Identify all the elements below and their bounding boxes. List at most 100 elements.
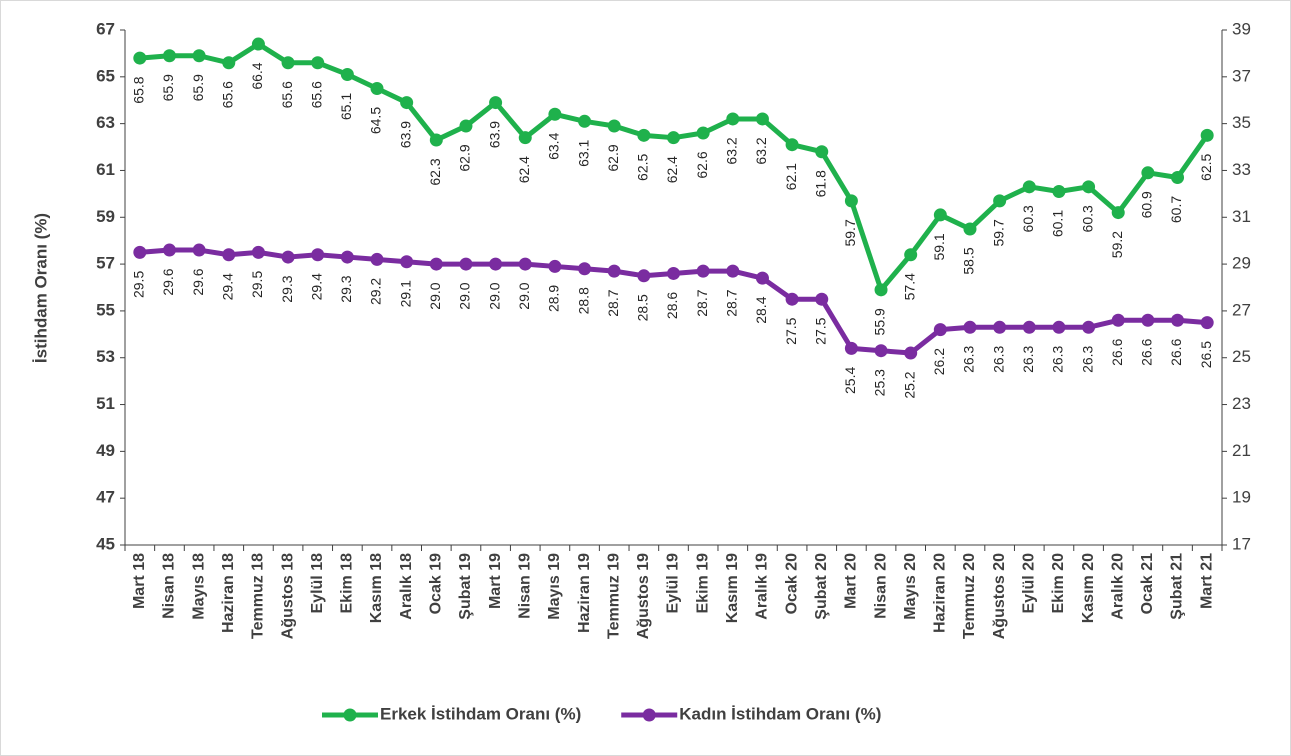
x-tick-label: Temmuz 19 xyxy=(605,553,622,639)
value-label: 29.0 xyxy=(486,282,502,309)
x-tick-label: Aralık 18 xyxy=(398,553,415,620)
value-label: 62.9 xyxy=(605,144,621,171)
point xyxy=(340,67,354,81)
x-tick-label: Temmuz 20 xyxy=(961,553,978,639)
y-tick-label: 63 xyxy=(96,113,115,132)
point xyxy=(578,262,592,276)
value-label: 28.4 xyxy=(753,296,769,323)
x-tick-label: Haziran 20 xyxy=(932,553,949,633)
legend-label: Erkek İstihdam Oranı (%) xyxy=(380,704,581,723)
value-label: 62.4 xyxy=(516,156,532,183)
point xyxy=(933,208,947,222)
value-label: 62.3 xyxy=(427,158,443,185)
point xyxy=(222,248,236,262)
y2-tick-label: 39 xyxy=(1232,19,1251,38)
point xyxy=(251,245,265,259)
point xyxy=(1052,185,1066,199)
value-label: 28.9 xyxy=(546,285,562,312)
point xyxy=(815,145,829,159)
x-tick-label: Ekim 20 xyxy=(1050,553,1067,614)
x-tick-label: Mayıs 20 xyxy=(902,553,919,620)
value-label: 63.2 xyxy=(724,137,740,164)
point xyxy=(489,257,503,271)
x-tick-label: Aralık 19 xyxy=(754,553,771,620)
point xyxy=(1111,313,1125,327)
x-tick-label: Kasım 18 xyxy=(368,553,385,623)
point xyxy=(785,138,799,152)
x-tick-label: Aralık 20 xyxy=(1109,553,1126,620)
legend-label: Kadın İstihdam Oranı (%) xyxy=(679,704,881,723)
x-tick-label: Şubat 19 xyxy=(457,553,474,620)
point xyxy=(607,119,621,133)
value-label: 59.1 xyxy=(931,233,947,260)
point xyxy=(192,243,206,257)
value-label: 26.6 xyxy=(1139,338,1155,365)
value-label: 55.9 xyxy=(872,308,888,335)
point xyxy=(1052,320,1066,334)
value-label: 62.5 xyxy=(635,154,651,181)
value-label: 66.4 xyxy=(249,62,265,89)
point xyxy=(904,248,918,262)
value-label: 29.3 xyxy=(338,275,354,302)
x-tick-label: Mart 19 xyxy=(487,553,504,609)
point xyxy=(192,49,206,63)
value-label: 60.7 xyxy=(1168,196,1184,223)
y-tick-label: 55 xyxy=(96,300,115,319)
value-label: 27.5 xyxy=(783,317,799,344)
value-label: 62.6 xyxy=(694,151,710,178)
point xyxy=(815,292,829,306)
point xyxy=(400,255,414,269)
x-tick-label: Temmuz 18 xyxy=(250,553,267,639)
point xyxy=(1022,180,1036,194)
point xyxy=(993,320,1007,334)
point xyxy=(518,131,532,145)
y2-tick-label: 35 xyxy=(1232,113,1251,132)
x-tick-label: Ağustos 18 xyxy=(279,553,296,639)
point xyxy=(370,252,384,266)
y2-tick-label: 33 xyxy=(1232,160,1251,179)
value-label: 29.4 xyxy=(308,273,324,300)
point xyxy=(1082,320,1096,334)
x-tick-label: Ağustos 19 xyxy=(635,553,652,639)
point xyxy=(933,323,947,337)
point xyxy=(785,292,799,306)
x-tick-label: Eylül 19 xyxy=(665,553,682,614)
point xyxy=(1022,320,1036,334)
value-label: 26.3 xyxy=(990,345,1006,372)
value-label: 60.9 xyxy=(1139,191,1155,218)
x-tick-label: Mart 18 xyxy=(131,553,148,609)
value-label: 26.3 xyxy=(1020,345,1036,372)
value-label: 65.6 xyxy=(308,81,324,108)
legend-marker xyxy=(642,708,656,722)
x-tick-label: Ocak 21 xyxy=(1139,553,1156,614)
x-tick-label: Şubat 21 xyxy=(1169,553,1186,620)
value-label: 28.7 xyxy=(724,289,740,316)
point xyxy=(755,271,769,285)
point xyxy=(667,266,680,280)
y2-tick-label: 29 xyxy=(1232,254,1251,273)
point xyxy=(874,283,888,297)
point xyxy=(726,264,740,278)
point xyxy=(281,56,295,70)
value-label: 29.0 xyxy=(427,282,443,309)
point xyxy=(844,341,858,355)
value-label: 64.5 xyxy=(368,107,384,134)
y-tick-label: 49 xyxy=(96,441,115,460)
point xyxy=(251,37,265,51)
value-label: 26.6 xyxy=(1109,338,1125,365)
y2-tick-label: 25 xyxy=(1232,347,1251,366)
point xyxy=(667,131,680,145)
y2-tick-label: 37 xyxy=(1232,66,1251,85)
value-label: 60.1 xyxy=(1050,210,1066,237)
point xyxy=(1200,316,1214,330)
value-label: 59.7 xyxy=(990,219,1006,246)
point xyxy=(1171,313,1185,327)
point xyxy=(904,346,918,360)
y2-tick-label: 21 xyxy=(1232,441,1251,460)
value-label: 63.4 xyxy=(546,132,562,159)
y-tick-label: 57 xyxy=(96,254,115,273)
y-tick-label: 45 xyxy=(96,534,115,553)
value-label: 28.5 xyxy=(635,294,651,321)
